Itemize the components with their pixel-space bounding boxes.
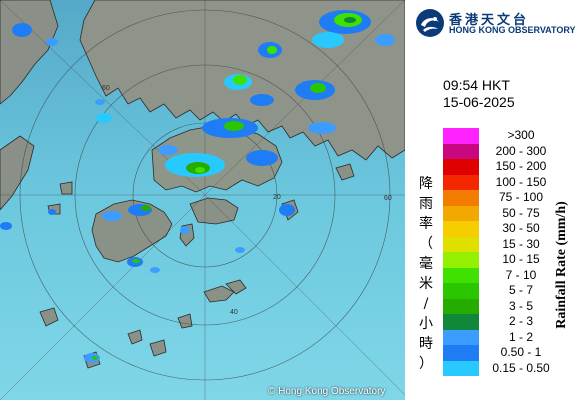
legend-swatch [443, 159, 479, 175]
legend-swatch [443, 267, 479, 283]
legend-title-cn: 降 雨 率 （ 毫 米 / 小 時 ） [415, 174, 437, 374]
legend-swatch [443, 329, 479, 345]
legend-label: 0.50 - 1 [500, 345, 542, 359]
radar-map: 20 40 60 60 [0, 0, 406, 401]
range-ring-label-20: 20 [273, 194, 281, 201]
legend-title-cn-char: 時 [419, 336, 433, 352]
copyright-notice: © Hong Kong Observatory [268, 386, 386, 397]
west-land-2 [0, 135, 35, 211]
legend-label: 100 - 150 [495, 174, 547, 189]
island-south-2 [225, 279, 247, 295]
observation-date: 15-06-2025 [443, 94, 515, 110]
legend-swatch [443, 283, 479, 299]
legend-label: 1 - 2 [508, 329, 533, 344]
legend-title-cn-char: 毫 [419, 256, 433, 272]
legend-label: 150 - 200 [495, 159, 547, 173]
legend-label: >300 [507, 128, 535, 142]
legend-swatch [443, 205, 479, 221]
legend-title-en: Rainfall Rate (mm/h) [554, 201, 569, 329]
range-ring-label-60: 60 [384, 195, 392, 202]
legend-title-cn-char: 米 [419, 276, 433, 292]
legend-swatch [443, 174, 479, 190]
island-west-1 [59, 181, 73, 195]
legend-title-cn-char: 率 [419, 216, 433, 232]
legend-title-cn-char: 雨 [419, 196, 433, 212]
radar-map-canvas: 20 40 60 60 [0, 0, 406, 401]
legend-swatch [443, 128, 479, 144]
legend-swatch [443, 190, 479, 206]
legend-color-scale [443, 128, 479, 376]
legend-swatch [443, 298, 479, 314]
legend-swatch [443, 360, 479, 376]
island-south-4 [127, 329, 143, 345]
legend-swatch [443, 221, 479, 237]
legend-label: 30 - 50 [502, 221, 540, 235]
island-south-1 [203, 285, 235, 303]
legend-swatch [443, 143, 479, 159]
legend-swatch [443, 345, 479, 361]
legend-label: 75 - 100 [498, 190, 544, 204]
legend-panel: 香港天文台 HONG KONG OBSERVATORY 09:54 HKT 15… [405, 0, 577, 400]
island-south-3 [39, 307, 59, 327]
legend-label: 3 - 5 [508, 298, 533, 313]
observatory-logo-icon [416, 9, 444, 37]
observation-time: 09:54 HKT [443, 77, 510, 93]
legend-label: 15 - 30 [502, 236, 540, 251]
hong-kong-island [189, 197, 239, 225]
legend-title-cn-char: / [423, 296, 429, 312]
range-ring-label-60-nw: 60 [102, 85, 110, 92]
legend-labels: >300 200 - 300 150 - 200 100 - 150 75 - 100 5… [481, 128, 561, 376]
legend-title-cn-char: ） [419, 356, 433, 372]
legend-label: 5 - 7 [508, 283, 533, 297]
radar-echoes [0, 10, 395, 363]
legend-title-cn-char: 小 [419, 316, 433, 332]
legend-label: 2 - 3 [508, 314, 533, 328]
island-south-6 [177, 313, 193, 329]
legend-swatch [443, 314, 479, 330]
org-name-en: HONG KONG OBSERVATORY [449, 25, 576, 35]
legend-label: 50 - 75 [502, 205, 540, 220]
legend-swatch [443, 252, 479, 268]
legend-title-cn-char: 降 [419, 176, 433, 192]
org-name-cn: 香港天文台 [449, 13, 530, 28]
legend-label: 200 - 300 [495, 143, 547, 158]
range-ring-label-40: 40 [230, 309, 238, 316]
legend-label: 0.15 - 0.50 [492, 360, 550, 375]
legend-swatch [443, 236, 479, 252]
legend-title-cn-char: （ [419, 236, 433, 252]
legend-label: 7 - 10 [505, 267, 537, 282]
island-east-2 [335, 163, 355, 181]
legend-label: 10 - 15 [502, 252, 540, 266]
island-south-5 [149, 339, 167, 357]
